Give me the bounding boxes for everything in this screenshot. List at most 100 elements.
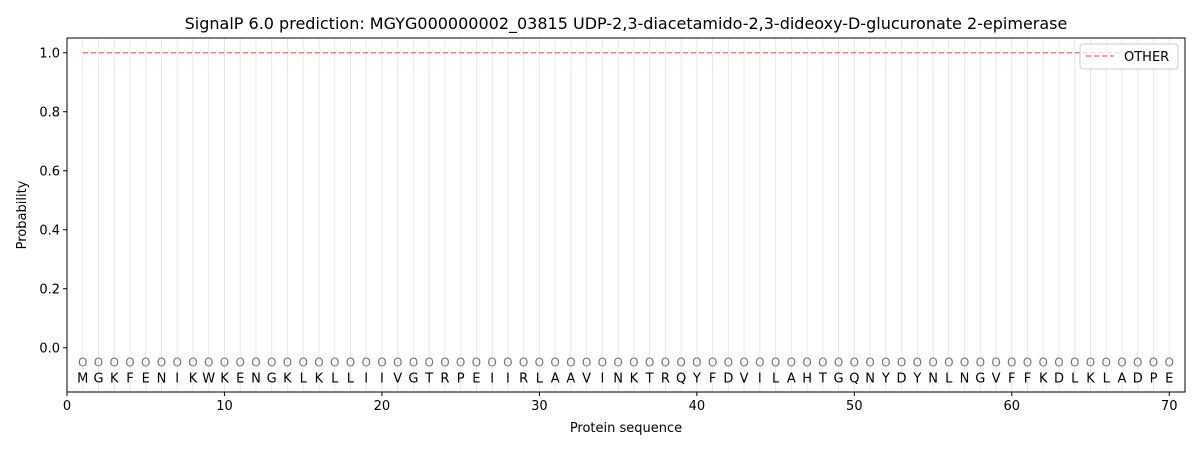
region-label: O <box>110 356 119 370</box>
residue-label: K <box>110 371 119 386</box>
residue-label: N <box>251 371 261 386</box>
residue-label: V <box>393 371 402 386</box>
residue-label: T <box>645 371 654 386</box>
region-label: O <box>204 356 213 370</box>
residue-label: R <box>440 371 449 386</box>
residue-label: A <box>551 371 560 386</box>
region-label: O <box>582 356 591 370</box>
residue-label: P <box>457 371 465 386</box>
region-label: O <box>676 356 685 370</box>
region-label: O <box>330 356 339 370</box>
residue-label: A <box>566 371 575 386</box>
residue-label: K <box>283 371 292 386</box>
region-label: O <box>172 356 181 370</box>
residue-label: E <box>472 371 480 386</box>
region-label: O <box>267 356 276 370</box>
region-label: O <box>1133 356 1142 370</box>
residue-label: V <box>740 371 749 386</box>
plot-frame <box>66 37 1186 393</box>
residue-label: A <box>1118 371 1127 386</box>
residue-label: G <box>975 371 985 386</box>
residue-label: F <box>1008 371 1015 386</box>
residue-label: L <box>945 371 953 386</box>
legend-box <box>1079 43 1179 70</box>
residue-label: L <box>1071 371 1079 386</box>
region-label: O <box>724 356 733 370</box>
residue-label: F <box>1024 371 1031 386</box>
residue-label: G <box>834 371 844 386</box>
residue-label: K <box>1039 371 1048 386</box>
region-label: O <box>991 356 1000 370</box>
region-label: O <box>251 356 260 370</box>
region-label: O <box>487 356 496 370</box>
residue-label: T <box>424 371 433 386</box>
region-label: O <box>897 356 906 370</box>
residue-label: I <box>490 371 494 386</box>
region-label: O <box>220 356 229 370</box>
x-tick-label: 70 <box>1161 399 1178 414</box>
region-label: O <box>818 356 827 370</box>
x-tick-label: 20 <box>374 399 391 414</box>
region-label: O <box>393 356 402 370</box>
region-label: O <box>661 356 670 370</box>
residue-label: N <box>865 371 875 386</box>
residue-label: V <box>992 371 1001 386</box>
region-label: O <box>1165 356 1174 370</box>
residue-label: P <box>1150 371 1158 386</box>
y-axis-label: Probability <box>15 180 30 249</box>
residue-label: A <box>787 371 796 386</box>
region-label: O <box>1054 356 1063 370</box>
residue-label: D <box>723 371 733 386</box>
y-tick-label: 0.6 <box>39 164 60 179</box>
residue-label: V <box>582 371 591 386</box>
region-label: O <box>188 356 197 370</box>
residue-label: N <box>613 371 623 386</box>
region-label: O <box>1070 356 1079 370</box>
region-label: O <box>78 356 87 370</box>
region-label: O <box>1102 356 1111 370</box>
residue-label: K <box>630 371 639 386</box>
residue-label: F <box>709 371 716 386</box>
region-label: O <box>850 356 859 370</box>
region-label: O <box>645 356 654 370</box>
residue-label: G <box>93 371 103 386</box>
residue-label: L <box>536 371 544 386</box>
residue-label: W <box>202 371 215 386</box>
region-label: O <box>1149 356 1158 370</box>
region-label: O <box>708 356 717 370</box>
region-label: O <box>771 356 780 370</box>
residue-label: E <box>142 371 150 386</box>
region-label: O <box>361 356 370 370</box>
region-label: O <box>834 356 843 370</box>
residue-label: N <box>960 371 970 386</box>
residue-label: D <box>897 371 907 386</box>
x-tick-label: 0 <box>63 399 71 414</box>
region-label: O <box>535 356 544 370</box>
region-label: O <box>739 356 748 370</box>
region-label: O <box>298 356 307 370</box>
residue-label: T <box>818 371 827 386</box>
region-label: O <box>865 356 874 370</box>
region-label: O <box>94 356 103 370</box>
region-label: O <box>976 356 985 370</box>
residue-label: E <box>236 371 244 386</box>
residue-label: G <box>408 371 418 386</box>
residue-label: F <box>126 371 133 386</box>
region-label: O <box>424 356 433 370</box>
residue-label: H <box>802 371 812 386</box>
residue-label: Q <box>849 371 859 386</box>
residue-label: K <box>220 371 229 386</box>
region-label: O <box>1117 356 1126 370</box>
y-tick-label: 1.0 <box>39 46 60 61</box>
region-label: O <box>346 356 355 370</box>
region-label: O <box>409 356 418 370</box>
region-label: O <box>235 356 244 370</box>
region-label: O <box>629 356 638 370</box>
residue-label: K <box>189 371 198 386</box>
residue-label: L <box>1103 371 1111 386</box>
residue-label: I <box>758 371 762 386</box>
residue-label: Y <box>881 371 890 386</box>
residue-label: E <box>1165 371 1173 386</box>
x-tick-label: 60 <box>1004 399 1021 414</box>
